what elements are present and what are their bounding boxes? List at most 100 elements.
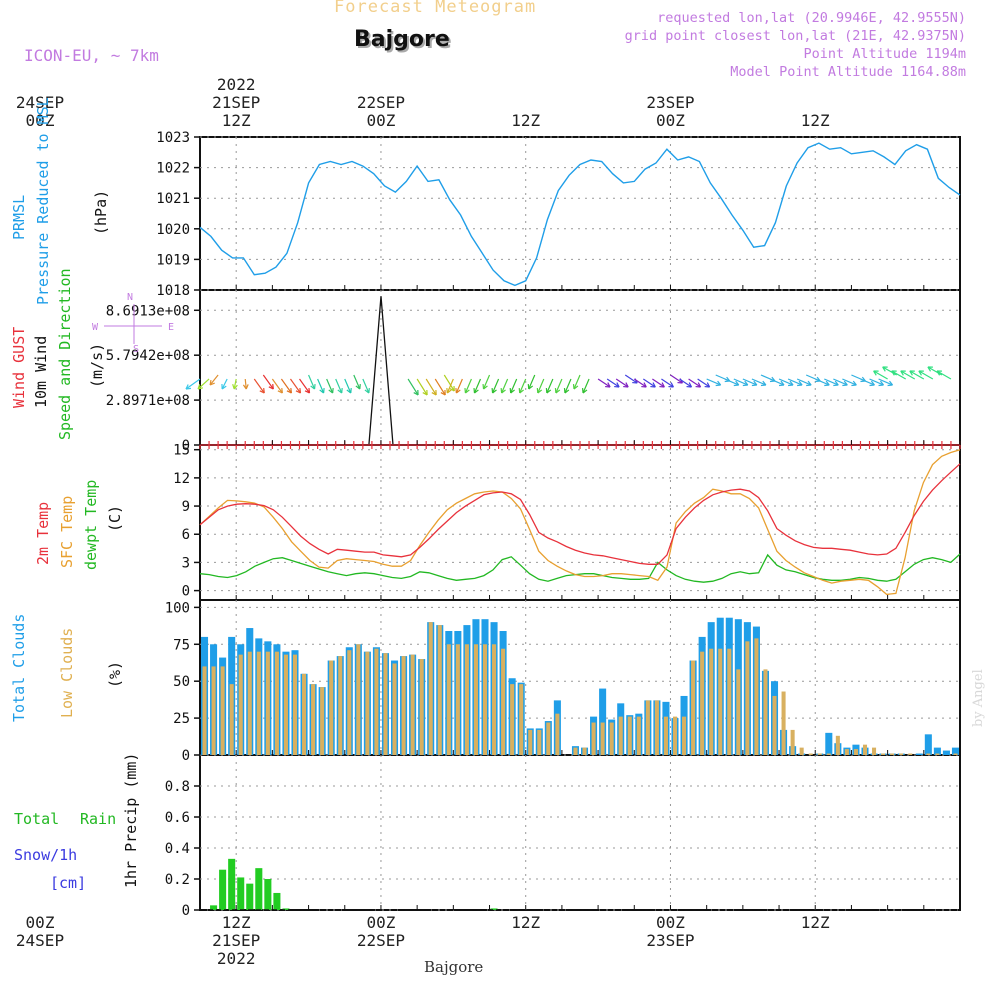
- wind-arrow: [564, 378, 572, 394]
- low-cloud-bar: [763, 669, 768, 755]
- low-cloud-bar: [645, 700, 650, 755]
- low-cloud-bar: [247, 651, 252, 755]
- wind-arrow-head: [695, 382, 702, 388]
- low-cloud-bar: [872, 747, 877, 755]
- pressure-frame: [199, 136, 961, 291]
- wind-arrow-head: [491, 387, 497, 394]
- precip-label-rain: Rain: [80, 810, 116, 828]
- dewpt-series-line: [199, 553, 961, 583]
- wind-arrow-head: [733, 380, 740, 387]
- temp-ytick-label: 15: [173, 443, 190, 459]
- low-cloud-bar: [274, 651, 279, 755]
- low-cloud-bar: [790, 729, 795, 755]
- wind-arrow-head: [464, 387, 470, 394]
- low-cloud-bar: [772, 695, 777, 755]
- wind-arrow: [652, 378, 665, 388]
- topaxis-label: 23SEP: [646, 93, 695, 112]
- wind-arrow: [473, 378, 482, 394]
- low-cloud-bar: [636, 716, 641, 755]
- wind-arrow: [878, 378, 893, 386]
- wind-arrow-head: [882, 366, 888, 372]
- wind-arrow: [455, 378, 463, 394]
- wind-label-b: 10m Wind: [32, 336, 50, 408]
- wind-arrow: [661, 378, 674, 388]
- wind-arrow: [815, 378, 830, 386]
- sfc-temp-series-line: [199, 449, 961, 596]
- temp-ytick-label: 12: [173, 471, 190, 487]
- wind-arrow: [416, 378, 428, 396]
- low-cloud-bar: [446, 644, 451, 755]
- wind-arrow-head: [900, 370, 906, 376]
- cloud-unit: (%): [106, 661, 124, 688]
- botaxis-label: 24SEP: [15, 931, 65, 950]
- pressure-unit: (hPa): [92, 190, 110, 235]
- cloud-label-b: Low Clouds: [58, 628, 76, 718]
- low-cloud-bar: [718, 648, 723, 755]
- wind-arrow-head: [355, 383, 361, 390]
- wind-arrow: [606, 378, 620, 388]
- wind-arrow-head: [833, 380, 839, 387]
- precip-ytick-label: 0.2: [165, 872, 190, 888]
- wind-arrow: [787, 378, 803, 386]
- compass-w: W: [92, 322, 99, 333]
- wind-arrow: [185, 378, 201, 390]
- wind-ytick-label: 8.6913e+08: [106, 303, 190, 319]
- total-cloud-bar: [951, 747, 959, 755]
- wind-arrow: [796, 378, 812, 386]
- wind-arrow: [519, 378, 527, 394]
- botaxis-label: 2022: [216, 949, 256, 968]
- wind-arrow-head: [842, 380, 848, 387]
- low-cloud-bar: [365, 651, 370, 755]
- wind-label-c: Speed and Direction: [56, 268, 74, 440]
- wind-arrow-head: [197, 384, 204, 390]
- wind-arrow-head: [259, 387, 265, 394]
- wind-arrow-head: [518, 387, 525, 394]
- low-cloud-bar: [736, 669, 741, 755]
- pressure-series-line: [199, 142, 961, 287]
- compass-rose: N S W E: [92, 292, 174, 355]
- wind-arrow: [335, 378, 343, 394]
- cloud-ytick-label: 0: [182, 748, 190, 764]
- wind-arrow: [443, 374, 455, 392]
- low-cloud-bar: [338, 656, 343, 755]
- compass-e: E: [168, 322, 174, 333]
- pressure-ytick-label: 1018: [156, 283, 190, 299]
- low-cloud-bar: [374, 648, 379, 755]
- precip-bar: [219, 869, 227, 910]
- wind-arrow-head: [715, 380, 722, 387]
- low-cloud-bar: [835, 735, 840, 755]
- wind-arrow-head: [242, 384, 249, 390]
- wind-arrow: [927, 366, 943, 376]
- wind-arrow: [882, 366, 897, 376]
- wind-arrow: [633, 378, 647, 388]
- wind-arrow: [317, 378, 325, 394]
- wind-arrow: [464, 378, 472, 394]
- precip-frame: [199, 754, 961, 911]
- precip-bar: [255, 868, 263, 910]
- precip-bar: [282, 908, 290, 910]
- wind-arrow-head: [659, 382, 665, 388]
- wind-arrow-head: [185, 384, 192, 390]
- wind-arrow: [555, 378, 563, 394]
- wind-arrow: [824, 378, 839, 386]
- wind-arrow-head: [500, 387, 506, 394]
- low-cloud-bar: [672, 716, 678, 755]
- low-cloud-bar: [302, 673, 307, 755]
- wind-arrow-head: [413, 389, 419, 396]
- cloud-label-a: Total Clouds: [10, 614, 28, 722]
- wind-ytick-label: 5.7942e+08: [106, 348, 190, 364]
- wind-arrow-head: [346, 387, 352, 394]
- wind-arrow: [742, 378, 758, 386]
- place-name: Bajgore: [354, 27, 450, 52]
- topaxis-label: 12Z: [800, 111, 830, 130]
- wind-arrow-head: [806, 380, 812, 387]
- low-cloud-bar: [347, 650, 352, 755]
- wind-arrow: [362, 378, 370, 394]
- low-cloud-bar: [808, 753, 813, 755]
- wind-arrow: [271, 378, 283, 394]
- wind-arrow: [537, 378, 545, 394]
- wind-arrow: [597, 378, 611, 388]
- wind-arrow: [233, 378, 237, 390]
- wind-arrow: [688, 378, 701, 388]
